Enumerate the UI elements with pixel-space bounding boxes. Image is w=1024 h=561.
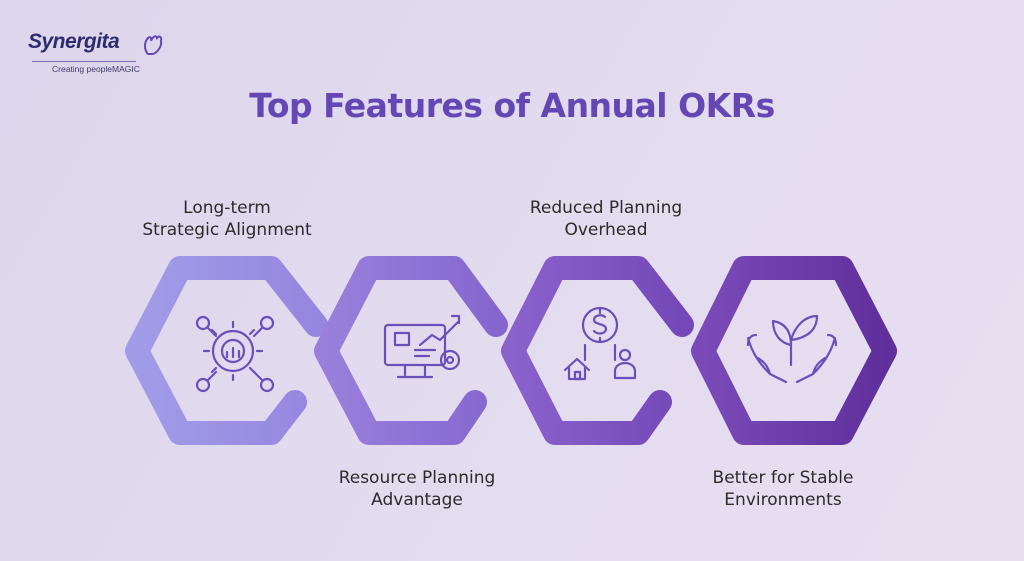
gear-chart-icon [195, 315, 275, 393]
feature-label-2: Resource Planning Advantage [338, 468, 496, 510]
money-home-person-icon [563, 306, 637, 381]
hands-plant-icon [746, 314, 838, 384]
brand-tagline: Creating peopleMAGIC [52, 64, 140, 74]
monitor-growth-icon [383, 314, 461, 379]
brand-name: Synergita [28, 30, 120, 53]
logo-divider [32, 61, 136, 62]
page-title: Top Features of Annual OKRs [249, 86, 775, 125]
hexagon-2 [314, 256, 508, 445]
brand-logo: Synergita Creating peopleMAGIC [28, 30, 163, 80]
hexagon-1 [125, 256, 328, 445]
feature-label-3: Reduced Planning Overhead [529, 198, 683, 240]
hand-logo-icon [144, 35, 163, 55]
hexagon-3 [501, 256, 694, 445]
feature-label-4: Better for Stable Environments [712, 468, 854, 510]
hexagon-4 [691, 256, 897, 445]
feature-label-1: Long-term Strategic Alignment [142, 198, 312, 240]
